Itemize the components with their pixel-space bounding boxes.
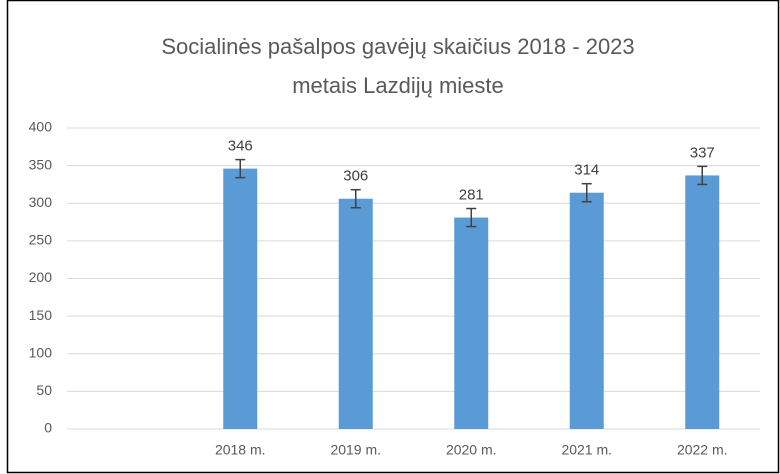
y-tick-label: 0 bbox=[44, 420, 52, 436]
error-bar bbox=[466, 207, 477, 228]
error-bar bbox=[350, 188, 361, 209]
error-bar bbox=[697, 165, 708, 186]
bar bbox=[685, 175, 720, 429]
x-tick-label: 2019 m. bbox=[330, 442, 381, 458]
y-tick-label: 150 bbox=[29, 307, 53, 323]
value-label: 337 bbox=[690, 144, 715, 161]
chart-title: metais Lazdijų mieste bbox=[292, 73, 504, 98]
x-tick-label: 2022 m. bbox=[677, 442, 728, 458]
x-tick-label: 2021 m. bbox=[561, 442, 612, 458]
x-tick-label: 2020 m. bbox=[446, 442, 497, 458]
y-tick-label: 300 bbox=[29, 194, 53, 210]
bar bbox=[223, 168, 258, 429]
bar bbox=[338, 198, 373, 429]
chart-title: Socialinės pašalpos gavėjų skaičius 2018… bbox=[161, 34, 634, 59]
value-label: 346 bbox=[228, 138, 253, 155]
x-tick-label: 2018 m. bbox=[215, 442, 266, 458]
error-bar bbox=[235, 158, 246, 179]
y-tick-label: 400 bbox=[29, 119, 53, 135]
error-bar bbox=[581, 182, 592, 203]
value-label: 314 bbox=[574, 162, 599, 179]
y-tick-label: 200 bbox=[29, 269, 53, 285]
y-tick-label: 250 bbox=[29, 232, 53, 248]
y-tick-label: 350 bbox=[29, 156, 53, 172]
chart-frame bbox=[6, 0, 780, 474]
y-tick-label: 50 bbox=[36, 382, 52, 398]
bar bbox=[454, 217, 489, 429]
value-label: 306 bbox=[343, 168, 368, 185]
y-tick-label: 100 bbox=[29, 344, 53, 360]
value-label: 281 bbox=[459, 186, 484, 203]
bar bbox=[569, 192, 604, 429]
